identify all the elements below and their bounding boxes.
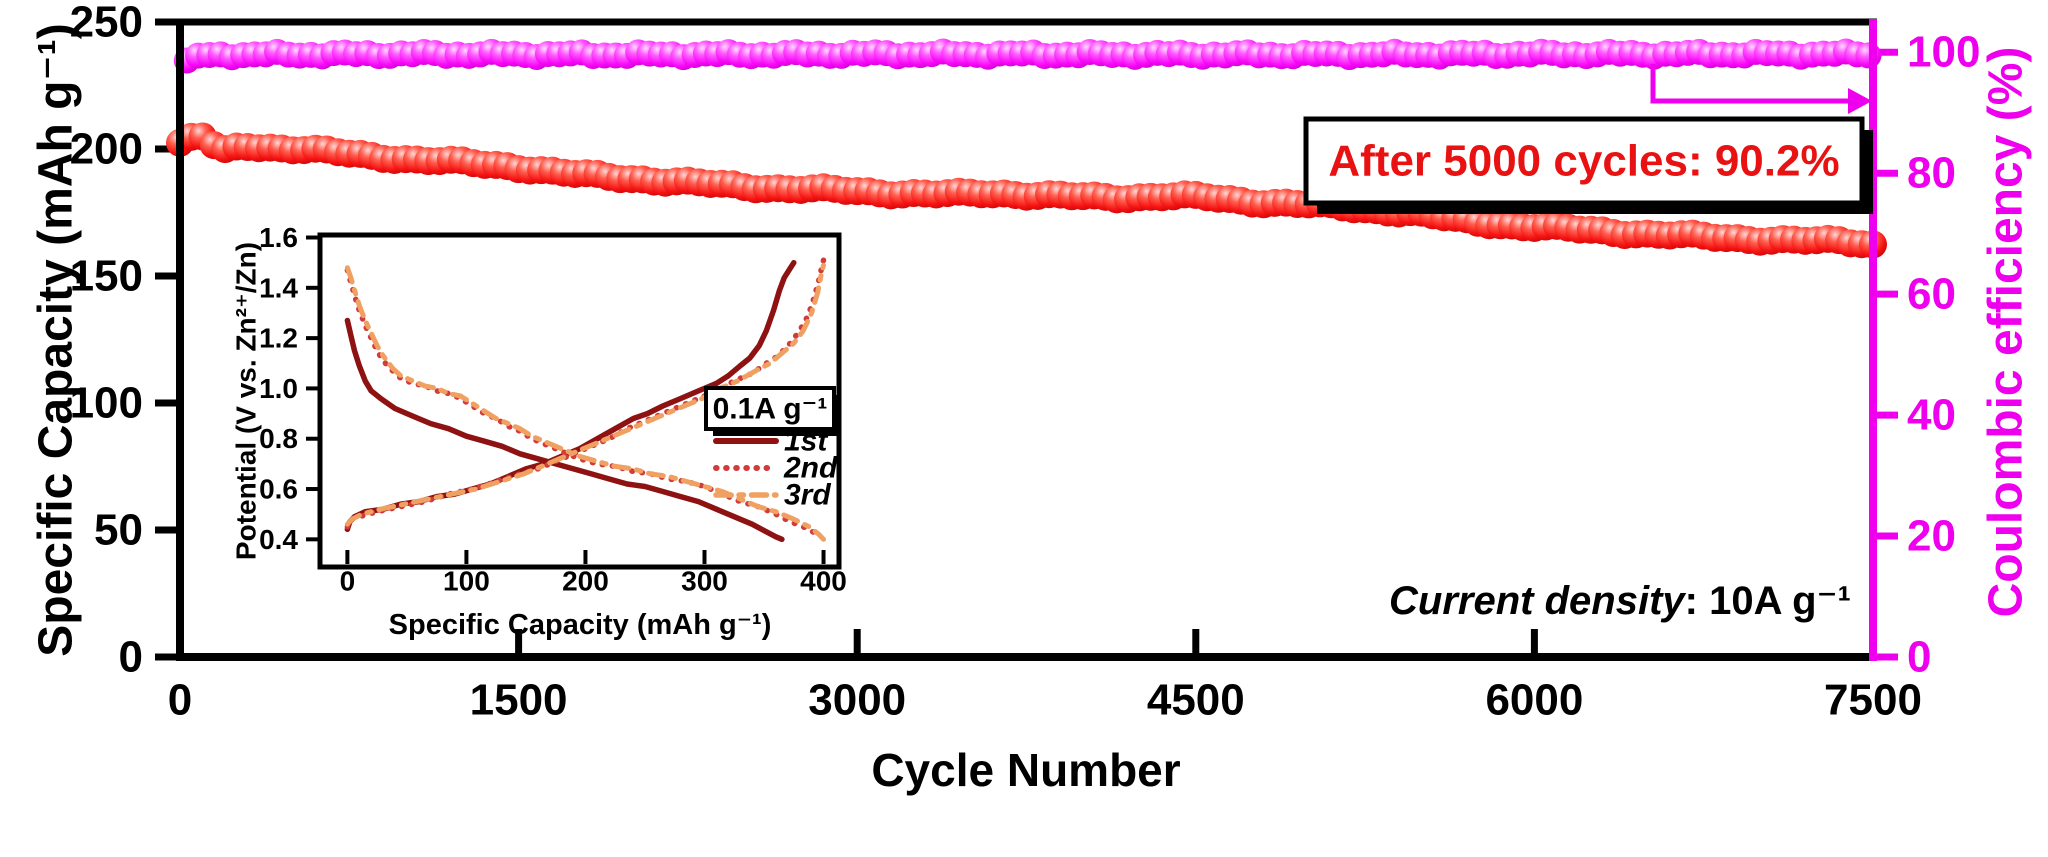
inset-y-axis-title: Potential (V vs. Zn²⁺/Zn) (231, 242, 262, 560)
inset-x-tick-label: 0 (340, 566, 356, 597)
legend-label-3rd: 3rd (784, 479, 831, 512)
x-tick-label: 3000 (808, 676, 906, 725)
y-tick-label-left: 200 (70, 125, 143, 174)
current-density-text: Current density: 10A g⁻¹ (1389, 579, 1851, 623)
main-axis-ticks: 0 1500 3000 4500 6000 75000501001502002500204… (70, 0, 1981, 725)
y-tick-label-left: 250 (70, 0, 143, 47)
main-data-points (166, 38, 1887, 259)
inset-y-tick-label: 0.6 (259, 474, 298, 505)
inset-x-tick-label: 300 (681, 566, 728, 597)
y-tick-label-right: 40 (1907, 391, 1956, 440)
inset-axis-ticks: 0 100 200 300 400 0.4 0.6 0.8 1.0 1.2 1.4 1.6 (259, 222, 847, 596)
x-tick-label: 6000 (1485, 676, 1583, 725)
x-tick-label: 1500 (470, 676, 568, 725)
x-tick-label: 4500 (1147, 676, 1245, 725)
x-tick-label: 7500 (1824, 676, 1922, 725)
legend-entry-2nd: 2nd (713, 452, 838, 485)
current-density-value: : 10A g⁻¹ (1685, 579, 1851, 623)
inset-y-tick-label: 1.6 (259, 222, 298, 253)
arrow-head-icon (1848, 88, 1872, 114)
y-tick-label-left: 150 (70, 252, 143, 301)
inset-curve-3rd-charge (344, 262, 826, 527)
efficiency-point (1855, 42, 1882, 69)
inset-chart: 0 100 200 300 400 0.4 0.6 0.8 1.0 1.2 1.4 1.6 Poten… (231, 222, 847, 641)
legend-title: 0.1A g⁻¹ (713, 393, 828, 426)
main-chart: 0 1500 3000 4500 6000 75000501001502002500204… (30, 0, 2033, 796)
right-axis-title: Coulombic efficiency (%) (1980, 47, 2033, 618)
y-tick-label-left: 0 (119, 633, 143, 682)
y-tick-label-right: 80 (1907, 149, 1956, 198)
legend-entry-3rd: 3rd (713, 479, 831, 512)
y-tick-label-right: 0 (1907, 633, 1931, 682)
y-tick-label-right: 60 (1907, 270, 1956, 319)
y-tick-label-right: 20 (1907, 512, 1956, 561)
inset-y-tick-label: 0.4 (259, 524, 298, 555)
legend-entry-1st: 1st (713, 425, 829, 458)
legend-label-2nd: 2nd (783, 452, 838, 485)
inset-y-tick-label: 1.4 (259, 272, 298, 303)
arrow-line (1650, 64, 1848, 104)
inset-x-tick-label: 100 (443, 566, 490, 597)
inset-legend: 0.1A g⁻¹ 1st 2nd 3rd (704, 386, 841, 512)
x-axis-title: Cycle Number (871, 744, 1180, 796)
annotation-text: After 5000 cycles: 90.2% (1328, 137, 1839, 186)
legend-label-1st: 1st (784, 425, 829, 458)
current-density-label: Current density (1389, 579, 1686, 623)
efficiency-axis-arrow (1650, 64, 1872, 114)
inset-x-axis-title: Specific Capacity (mAh g⁻¹) (389, 609, 772, 641)
inset-curve-1st-discharge (344, 317, 785, 543)
annotation-box (1303, 116, 1865, 206)
inset-y-tick-label: 0.8 (259, 423, 298, 454)
y-tick-label-right: 100 (1907, 28, 1980, 77)
inset-y-tick-label: 1.2 (259, 323, 298, 354)
y-tick-label-left: 100 (70, 379, 143, 428)
inset-y-tick-label: 1.0 (259, 373, 298, 404)
left-axis-title: Specific Capacity (mAh g⁻¹) (30, 23, 83, 656)
inset-x-tick-label: 400 (800, 566, 847, 597)
y-tick-label-left: 50 (94, 506, 143, 555)
inset-x-tick-label: 200 (562, 566, 609, 597)
annotation: After 5000 cycles: 90.2% (1303, 116, 1873, 214)
x-tick-label: 0 (168, 676, 192, 725)
legend-title-box (704, 386, 836, 431)
